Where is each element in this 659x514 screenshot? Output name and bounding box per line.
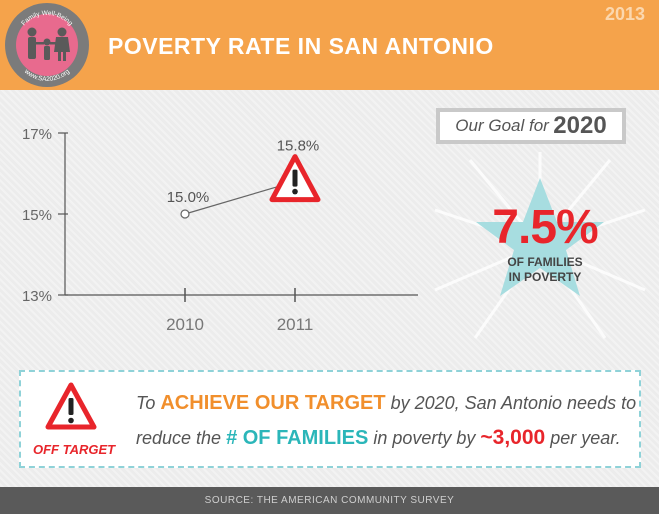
status-badge: OFF TARGET xyxy=(33,442,116,457)
data-point-2010 xyxy=(180,209,190,219)
goal-header-box: Our Goal for 2020 xyxy=(436,108,626,144)
goal-year: 2020 xyxy=(553,112,607,139)
data-label-2010: 15.0% xyxy=(167,189,210,206)
goal-star-burst xyxy=(434,152,646,339)
callout-line-2: reduce the # OF FAMILIES in poverty by ~… xyxy=(136,426,621,450)
callout-text: per year. xyxy=(545,428,621,448)
family-well-being-logo: Family Well-Being www.SA2020.org xyxy=(5,3,89,87)
goal-value: 7.5% xyxy=(492,201,598,254)
callout-text: To xyxy=(136,393,161,413)
callout-line-1: To ACHIEVE OUR TARGET by 2020, San Anton… xyxy=(136,392,636,415)
poverty-rate-line-chart: 13% 15% 17% 2010 2011 15.0% 15.8% xyxy=(22,126,418,334)
off-target-callout: OFF TARGET To ACHIEVE OUR TARGET by 2020… xyxy=(19,370,641,468)
goal-label: Our Goal for xyxy=(455,116,549,135)
goal-subtitle-line2: IN POVERTY xyxy=(508,270,582,284)
x-tick-label: 2011 xyxy=(277,315,314,334)
reduction-value: ~3,000 xyxy=(480,426,546,449)
families-highlight: # OF FAMILIES xyxy=(226,427,369,449)
family-icon xyxy=(27,27,70,61)
data-label-2011: 15.8% xyxy=(277,138,320,155)
warning-triangle-icon xyxy=(269,154,321,203)
header-banner: Family Well-Being www.SA2020.org 2013 PO… xyxy=(0,0,659,90)
callout-text: in poverty by xyxy=(368,428,481,448)
y-tick-label: 13% xyxy=(22,288,52,305)
report-year: 2013 xyxy=(604,4,645,24)
goal-subtitle: OF FAMILIES IN POVERTY xyxy=(470,255,620,285)
callout-text: by 2020, San Antonio needs to xyxy=(385,393,637,413)
star-icon xyxy=(476,178,604,296)
callout-text: reduce the xyxy=(136,428,227,448)
source-footer: SOURCE: THE AMERICAN COMMUNITY SURVEY xyxy=(0,487,659,514)
page-title: POVERTY RATE IN SAN ANTONIO xyxy=(108,33,494,59)
y-tick-label: 15% xyxy=(22,207,52,224)
x-tick-label: 2010 xyxy=(166,315,204,334)
y-tick-label: 17% xyxy=(22,126,52,143)
warning-triangle-icon xyxy=(45,382,97,430)
achieve-target-highlight: ACHIEVE OUR TARGET xyxy=(160,392,386,414)
goal-subtitle-line1: OF FAMILIES xyxy=(507,255,583,269)
